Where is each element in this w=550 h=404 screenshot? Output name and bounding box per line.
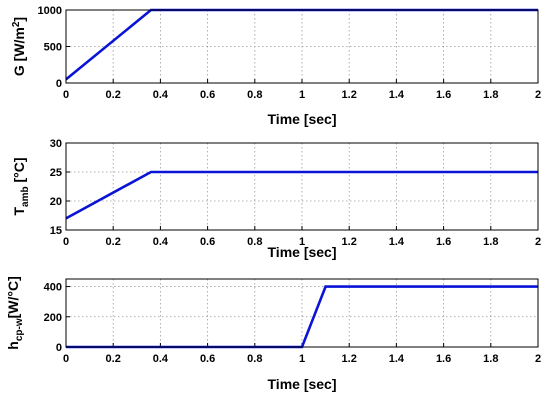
x-tick-label: 2 <box>535 89 541 101</box>
x-tick-label: 1.2 <box>342 89 357 101</box>
y-tick-label: 500 <box>44 42 62 54</box>
x-tick-label: 1.8 <box>483 353 498 365</box>
x-tick-label: 1.4 <box>389 89 405 101</box>
x-axis-label: Time [sec] <box>268 244 337 260</box>
x-tick-label: 1.6 <box>436 236 451 248</box>
x-tick-label: 0 <box>63 353 69 365</box>
x-tick-label: 0.4 <box>153 353 169 365</box>
x-tick-label: 0.6 <box>200 89 215 101</box>
panel-heat-coefficient: 0 0.2 0.4 0.6 0.8 1 1.2 1.4 1.6 1.8 2 0 200 400 Time [… <box>5 276 541 392</box>
y-tick-label: 400 <box>44 282 62 294</box>
x-tick-label: 0.2 <box>106 236 121 248</box>
x-tick-label: 1.6 <box>436 89 451 101</box>
x-tick-label: 2 <box>535 353 541 365</box>
y-tick-label: 0 <box>56 342 62 354</box>
y-tick-label: 15 <box>50 225 62 237</box>
x-axis-label: Time [sec] <box>268 111 337 127</box>
x-tick-label: 1.6 <box>436 353 451 365</box>
x-tick-label: 0.4 <box>153 236 169 248</box>
x-tick-label: 1.4 <box>389 236 405 248</box>
axes-frame <box>65 142 539 231</box>
x-tick-label: 0.8 <box>247 353 262 365</box>
x-tick-label: 0.6 <box>200 353 215 365</box>
y-tick-label: 0 <box>56 78 62 90</box>
x-tick-label: 0.2 <box>106 89 121 101</box>
y-tick-label: 20 <box>50 196 62 208</box>
y-tick-label: 25 <box>50 167 62 179</box>
x-tick-label: 0 <box>63 89 69 101</box>
axes-frame <box>65 9 539 84</box>
y-tick-label: 200 <box>44 312 62 324</box>
x-tick-label: 1.4 <box>389 353 405 365</box>
axes-frame <box>65 278 539 348</box>
x-tick-label: 0 <box>63 236 69 248</box>
x-tick-label: 1.8 <box>483 236 498 248</box>
x-tick-label: 2 <box>535 236 541 248</box>
x-tick-label: 1.2 <box>342 236 357 248</box>
x-tick-label: 0.8 <box>247 236 262 248</box>
x-tick-label: 0.4 <box>153 89 169 101</box>
x-tick-label: 1 <box>299 236 305 248</box>
axes-box <box>65 278 539 348</box>
x-tick-label: 1.8 <box>483 89 498 101</box>
y-axis-label: hcp-w[W/°C] <box>5 276 25 349</box>
y-axis-label: Tamb [°C] <box>11 157 31 215</box>
x-axis-label: Time [sec] <box>268 376 337 392</box>
x-tick-label: 1 <box>299 353 305 365</box>
x-tick-label: 1.2 <box>342 353 357 365</box>
x-tick-label: 1 <box>299 89 305 101</box>
y-tick-label: 30 <box>50 138 62 150</box>
y-axis-label: G [W/m2] <box>11 17 27 76</box>
y-tick-label: 1000 <box>38 5 62 17</box>
x-tick-label: 0.8 <box>247 89 262 101</box>
panel-irradiance: 0 0.2 0.4 0.6 0.8 1 1.2 1.4 1.6 1.8 2 0 500 1000 Time … <box>11 5 541 127</box>
series-line <box>65 170 538 220</box>
x-tick-label: 0.6 <box>200 236 215 248</box>
panel-ambient-temperature: 0 0.2 0.4 0.6 0.8 1 1.2 1.4 1.6 1.8 2 15 20 25 30 Time … <box>11 138 541 260</box>
x-tick-label: 0.2 <box>106 353 121 365</box>
